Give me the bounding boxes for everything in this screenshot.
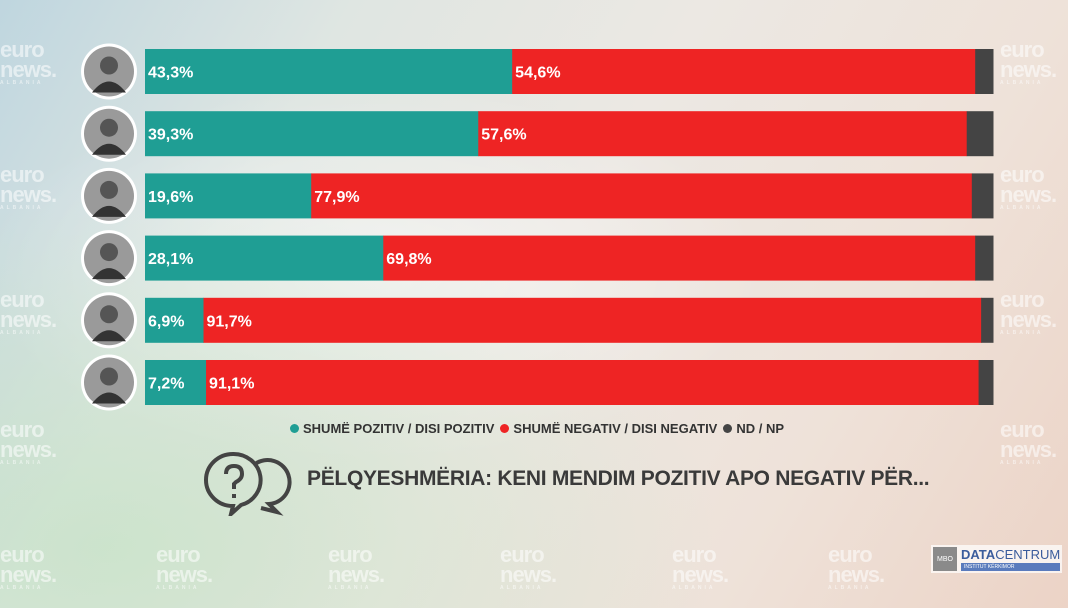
euronews-watermark: euro news. ALBANIA [828,545,885,591]
bar-negative [311,173,973,219]
data-label: 54,6% [515,65,560,82]
data-label: 6,9% [148,313,184,330]
avatar-head [100,305,118,324]
bar-nd [966,111,994,157]
data-label: 7,2% [148,376,184,393]
euronews-watermark: euro news. ALBANIA [0,40,57,86]
euronews-watermark: euro news. ALBANIA [0,545,57,591]
data-label: 43,3% [148,65,193,82]
mbo-logo: MBO [933,547,957,571]
datacentrum-logo: MBO DATACENTRUM INSTITUT KËRKIMOR [931,545,1062,573]
bar-negative [203,297,982,343]
bar-negative [512,49,976,94]
bar-nd [981,297,994,343]
euronews-watermark: euro news. ALBANIA [1000,420,1057,466]
avatar-head [100,118,118,137]
legend: SHUMË POZITIV / DISI POZITIV SHUMË NEGAT… [290,421,784,436]
data-label: 77,9% [314,189,359,206]
data-label: 91,1% [209,376,254,393]
euronews-watermark: euro news. ALBANIA [328,545,385,591]
euronews-watermark: euro news. ALBANIA [0,165,57,211]
chart-title: PËLQYESHMËRIA: KENI MENDIM POZITIV APO N… [307,467,930,490]
bar-positive [145,235,384,281]
legend-negative: SHUMË NEGATIV / DISI NEGATIV [500,421,717,436]
avatar-body [92,268,126,280]
avatar-body [92,392,126,404]
stacked-bar-chart: 43,3% 54,6% 39,3% 57,6% 19,6% 77,9% 28,1% 69,8%… [84,46,994,408]
bar-negative [383,235,976,281]
bar-positive [145,297,205,343]
bar-negative [478,111,968,157]
avatar-head [100,367,118,386]
bar-positive [145,360,207,405]
legend-nd: ND / NP [723,421,784,436]
avatar-body [92,205,126,217]
data-label: 69,8% [386,251,431,268]
data-label: 19,6% [148,189,193,206]
avatar-body [92,143,126,155]
euronews-watermark: euro news. ALBANIA [1000,40,1057,86]
legend-positive: SHUMË POZITIV / DISI POZITIV [290,421,494,436]
euronews-watermark: euro news. ALBANIA [0,420,57,466]
data-label: 57,6% [481,127,526,144]
avatar-head [100,243,118,262]
euronews-watermark: euro news. ALBANIA [1000,165,1057,211]
bar-positive [145,111,479,157]
bar-nd [975,235,994,281]
logo-sub: INSTITUT KËRKIMOR [961,562,1061,571]
bar-positive [145,173,312,219]
euronews-watermark: euro news. ALBANIA [156,545,213,591]
data-label: 39,3% [148,127,193,144]
data-label: 91,7% [207,313,252,330]
avatar-body [92,330,126,342]
bar-nd [975,49,994,94]
euronews-watermark: euro news. ALBANIA [0,290,57,336]
avatar-head [100,56,118,75]
question-bubbles-icon [204,451,292,516]
logo-text: DATACENTRUM [961,546,1061,562]
avatar-head [100,180,118,199]
data-label: 28,1% [148,251,193,268]
euronews-watermark: euro news. ALBANIA [672,545,729,591]
euronews-watermark: euro news. ALBANIA [500,545,557,591]
euronews-watermark: euro news. ALBANIA [1000,290,1057,336]
bar-nd [971,173,994,219]
bar-negative [206,360,980,405]
bar-nd [978,360,994,405]
bar-positive [145,49,513,94]
avatar-body [92,81,126,93]
